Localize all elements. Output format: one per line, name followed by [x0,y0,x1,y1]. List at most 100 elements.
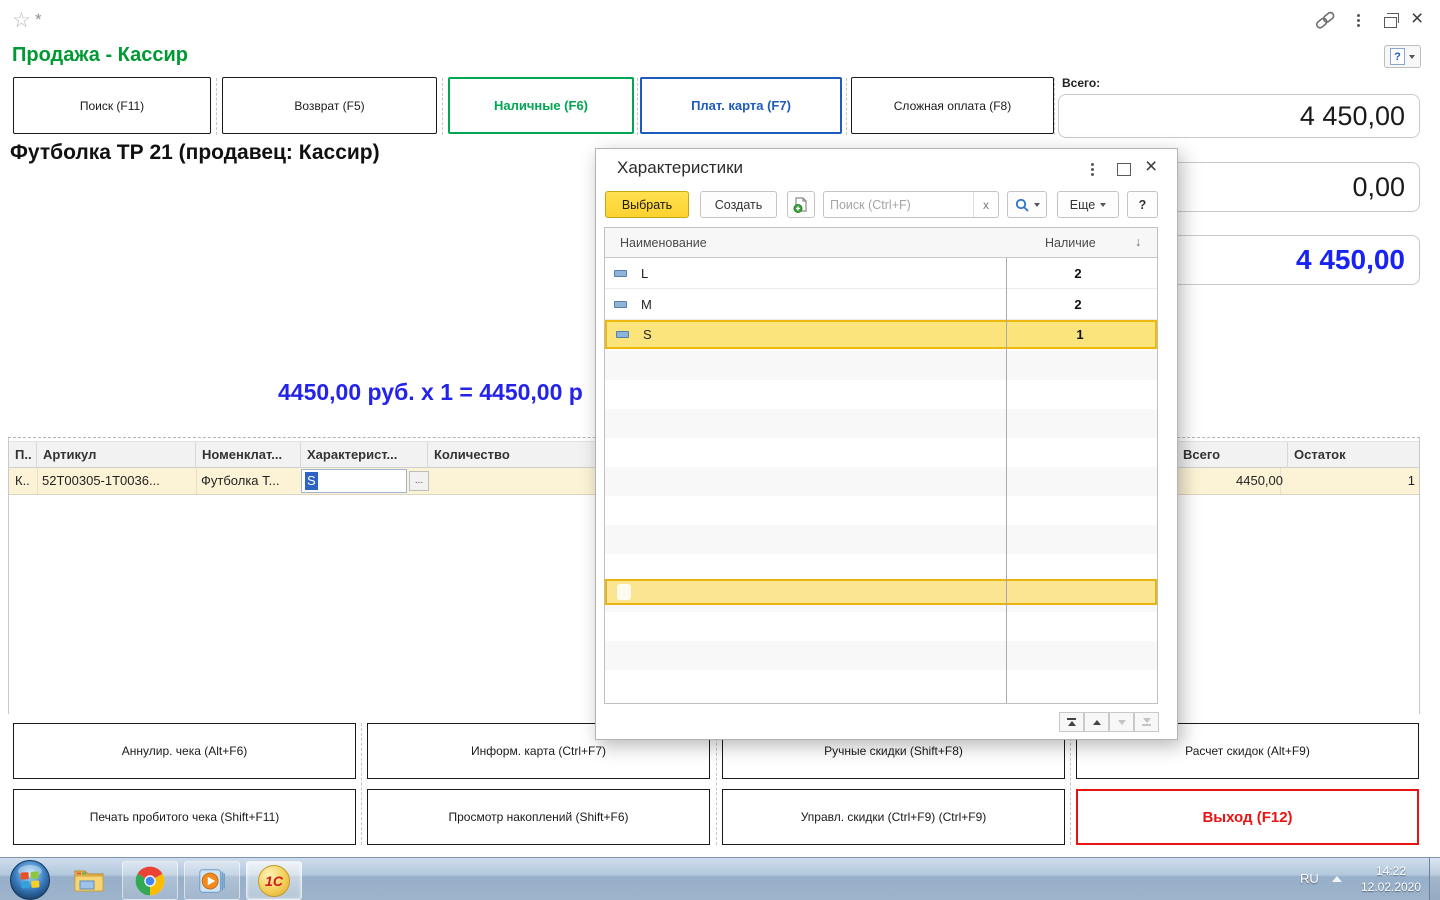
close-window-icon[interactable]: × [1411,7,1424,30]
more-button[interactable]: Еще [1057,191,1119,218]
search-icon [1015,198,1029,212]
dialog-title: Характеристики [617,158,744,177]
link-icon[interactable] [1314,11,1336,29]
characteristics-grid: Наименование Наличие ↓ L 2 M 2 S 1 [604,227,1158,704]
print-receipt-button[interactable]: Печать пробитого чека (Shift+F11) [13,789,356,845]
explorer-taskbar-button[interactable] [66,863,114,899]
item-marker-icon [616,331,629,338]
chrome-icon [135,866,165,895]
selected-text: S [305,472,318,490]
go-first-button[interactable] [1059,712,1084,732]
cell-pos: К.. [15,473,30,488]
row-name: L [641,265,649,281]
cash-f6-button[interactable]: Наличные (F6) [448,77,634,134]
row-M[interactable]: M 2 [605,289,1157,320]
maximize-dialog-icon[interactable] [1117,163,1131,176]
create-by-copy-button[interactable] [787,191,815,218]
cell-nomenclature: Футболка Т... [201,473,280,488]
menu-kebab-icon[interactable] [1357,12,1360,29]
divider [716,723,717,845]
chevron-down-icon [1033,202,1040,207]
column-divider[interactable] [1006,258,1007,703]
show-desktop-button[interactable] [1429,858,1440,900]
create-button[interactable]: Создать [700,191,777,218]
1c-app-taskbar-button[interactable]: 1С [246,861,302,900]
divider [637,78,638,135]
divider [442,78,443,135]
start-orb-icon[interactable] [9,859,51,900]
page-title: Продажа - Кассир [12,44,189,66]
return-f5-button[interactable]: Возврат (F5) [222,77,437,134]
void-receipt-button[interactable]: Аннулир. чека (Alt+F6) [13,723,356,779]
info-card-button[interactable]: Информ. карта (Ctrl+F7) [367,723,710,779]
divider [216,78,217,135]
explorer-folder-icon [74,870,104,892]
total-field[interactable]: 4 450,00 [1058,94,1420,138]
row-L[interactable]: L 2 [605,258,1157,289]
sort-descending-icon[interactable]: ↓ [1135,235,1142,249]
chevron-down-icon [1409,54,1415,59]
search-options-button[interactable] [1007,191,1047,218]
col-header-total[interactable]: Всего [1177,442,1288,468]
due-field[interactable]: 4 450,00 [1058,235,1420,285]
divider [37,468,38,494]
name-column-header[interactable]: Наименование [620,236,707,250]
complex-payment-f8-button[interactable]: Сложная оплата (F8) [851,77,1054,134]
search-input[interactable] [824,192,973,217]
grid-header: Наименование Наличие ↓ [605,228,1157,258]
row-name: M [641,296,652,312]
dialog-help-button[interactable]: ? [1127,191,1158,218]
ghost-icon [617,584,631,600]
go-next-button[interactable] [1109,712,1134,732]
close-dialog-icon[interactable]: × [1145,155,1158,178]
price-expression: 4450,00 руб. x 1 = 4450,00 р [278,379,583,405]
col-header-article[interactable]: Артикул [37,442,196,468]
taskbar: 1С RU 14:22 12.02.2020 [0,857,1440,900]
managed-discounts-button[interactable]: Управл. скидки (Ctrl+F9) (Ctrl+F9) [722,789,1065,845]
calc-discounts-button[interactable]: Расчет скидок (Alt+F9) [1076,723,1419,779]
col-header-characteristic[interactable]: Характерист... [301,442,428,468]
row-qty: 1 [1076,327,1084,342]
col-header-nomenclature[interactable]: Номенклат... [196,442,301,468]
taskbar-clock[interactable]: 14:22 12.02.2020 [1352,863,1430,895]
card-f7-button[interactable]: Плат. карта (F7) [640,77,842,134]
go-last-button[interactable] [1134,712,1159,732]
divider [1070,723,1071,845]
help-menu-button[interactable]: ? [1384,45,1421,68]
item-marker-icon [614,269,627,277]
dialog-menu-kebab-icon[interactable] [1091,161,1094,178]
item-marker-icon [614,300,627,308]
empty-selected-row[interactable] [605,579,1157,605]
restore-window-icon[interactable] [1384,13,1399,28]
clock-date: 12.02.2020 [1360,880,1422,894]
language-indicator[interactable]: RU [1300,871,1319,886]
choose-characteristic-button[interactable]: ... [409,471,429,491]
divider [196,468,197,494]
row-qty: 2 [1074,296,1082,312]
media-player-icon [199,868,225,893]
1c-app-icon: 1С [258,864,290,897]
favorite-star-icon[interactable]: ☆ [12,9,31,32]
go-prev-button[interactable] [1084,712,1109,732]
media-player-taskbar-button[interactable] [184,861,240,900]
chevron-down-icon [1100,202,1107,207]
divider [1054,78,1055,135]
search-f11-button[interactable]: Поиск (F11) [13,77,211,134]
col-header-pos[interactable]: П.. [9,442,37,468]
show-hidden-icons-chevron[interactable] [1332,876,1342,882]
availability-column-header[interactable]: Наличие [1045,236,1096,250]
chrome-taskbar-button[interactable] [122,861,178,900]
view-savings-button[interactable]: Просмотр накоплений (Shift+F6) [367,789,710,845]
exit-f12-button[interactable]: Выход (F12) [1076,789,1419,845]
characteristic-edit-cell[interactable]: S [301,469,407,493]
select-button[interactable]: Выбрать [605,191,689,218]
col-header-quantity[interactable]: Количество [434,447,510,462]
row-name: S [643,327,652,342]
more-label: Еще [1069,197,1096,212]
clear-search-icon[interactable]: x [973,192,998,217]
row-S-selected[interactable]: S 1 [605,320,1157,349]
total-label: Всего: [1062,76,1101,90]
divider [1280,468,1281,494]
col-header-rest[interactable]: Остаток [1294,447,1346,462]
